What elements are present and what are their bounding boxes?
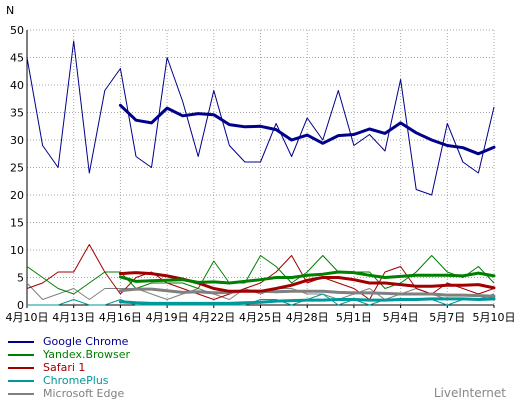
x-tick-label: 4月25日	[239, 311, 282, 324]
x-tick-label: 4月28日	[286, 311, 329, 324]
x-tick-label: 4月19日	[146, 311, 189, 324]
y-tick-label: 35	[10, 107, 24, 120]
y-tick-label: 45	[10, 52, 24, 65]
y-tick-label: 40	[10, 79, 24, 92]
series-daily-yandex-browser	[26, 255, 495, 295]
series-smoothed-chromeplus	[118, 297, 496, 305]
legend: Google Chrome Yandex.Browser Safari 1 Ch…	[8, 335, 130, 400]
x-tick-label: 5月7日	[429, 311, 465, 324]
series-daily-google-chrome	[26, 40, 495, 196]
legend-label-safari: Safari 1	[43, 361, 86, 374]
legend-swatch-chromeplus	[8, 379, 34, 382]
daily-lines-layer	[26, 40, 495, 306]
x-tick-label: 5月1日	[336, 311, 372, 324]
x-tick-label: 4月16日	[99, 311, 142, 324]
y-tick-label: 0	[17, 299, 24, 312]
x-tick-label: 5月4日	[383, 311, 419, 324]
legend-label-google-chrome: Google Chrome	[43, 335, 129, 348]
y-tick-label: 10	[10, 244, 24, 257]
series-smoothed-yandex-browser	[118, 270, 496, 285]
y-tick-label: 25	[10, 162, 24, 175]
x-tick-label: 4月10日	[6, 311, 49, 324]
legend-label-yandex-browser: Yandex.Browser	[43, 348, 131, 361]
legend-item-safari[interactable]: Safari 1	[8, 361, 130, 374]
legend-item-chromeplus[interactable]: ChromePlus	[8, 374, 130, 387]
y-tick-label: 15	[10, 217, 24, 230]
watermark-logo: LiveInternet	[433, 386, 506, 400]
x-tick-label: 5月10日	[473, 311, 516, 324]
legend-label-microsoft-edge: Microsoft Edge	[43, 387, 125, 400]
series-smoothed-google-chrome	[118, 103, 496, 156]
tick-label-layer: 0 5 10 15 20 25 30 35 40 45 50 4月10日 4月13日 4月16日 4月19日…	[6, 4, 516, 324]
legend-item-yandex-browser[interactable]: Yandex.Browser	[8, 348, 130, 361]
series-smoothed-microsoft-edge	[118, 287, 496, 298]
y-tick-label: 30	[10, 134, 24, 147]
x-tick-label: 4月13日	[52, 311, 95, 324]
x-tick-label: 4月22日	[192, 311, 235, 324]
legend-item-google-chrome[interactable]: Google Chrome	[8, 335, 130, 348]
legend-swatch-microsoft-edge	[8, 392, 34, 395]
grid-layer	[27, 29, 495, 305]
legend-item-microsoft-edge[interactable]: Microsoft Edge	[8, 387, 130, 400]
y-tick-label: 20	[10, 189, 24, 202]
y-tick-label: 5	[17, 272, 24, 285]
y-axis-label: N	[6, 4, 14, 17]
legend-swatch-yandex-browser	[8, 353, 34, 356]
legend-swatch-google-chrome	[8, 340, 34, 343]
y-tick-label: 50	[10, 24, 24, 37]
smoothed-lines-layer	[118, 103, 496, 305]
legend-swatch-safari	[8, 366, 34, 369]
legend-label-chromeplus: ChromePlus	[43, 374, 109, 387]
